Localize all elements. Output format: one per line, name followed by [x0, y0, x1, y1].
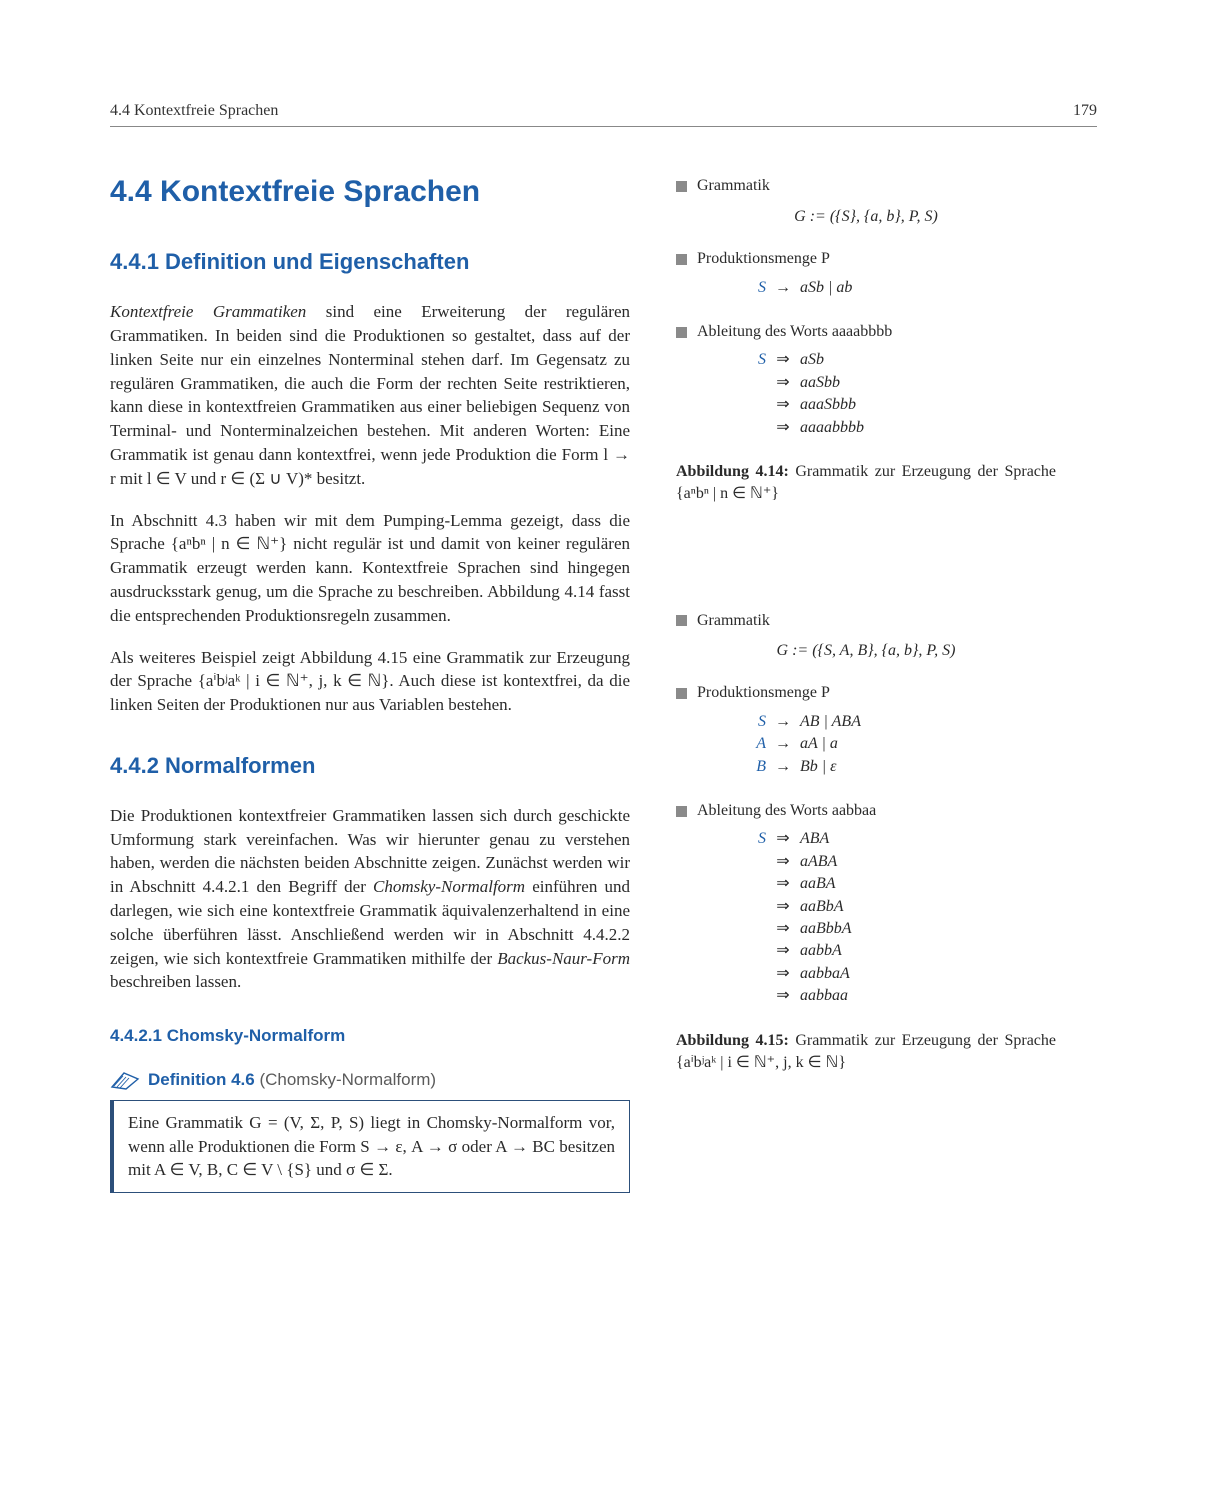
fig14-grammar-eq: G := ({S}, {a, b}, P, S) [676, 206, 1056, 228]
arrow: ⇒ [766, 851, 800, 873]
paragraph-2: In Abschnitt 4.3 haben wir mit dem Pumpi… [110, 509, 630, 628]
square-bullet-icon [676, 806, 687, 817]
derivation-row: ⇒aabbaA [746, 963, 1056, 985]
paragraph-4: Die Produktionen kontextfreier Grammatik… [110, 804, 630, 994]
rhs: aA | a [800, 735, 838, 752]
fig15-grammar-eq: G := ({S, A, B}, {a, b}, P, S) [676, 640, 1056, 662]
emphasis-bnf: Backus-Naur-Form [497, 949, 630, 968]
rhs: aaSbb [800, 374, 840, 391]
definition-box: Eine Grammatik G = (V, Σ, P, S) liegt in… [110, 1100, 630, 1193]
fig14-caption: Abbildung 4.14: Grammatik zur Erzeugung … [676, 461, 1056, 506]
fig14-productions: S→aSb | ab [746, 277, 1056, 299]
derivation-row: ⇒aABA [746, 851, 1056, 873]
rhs: Bb | ε [800, 758, 836, 775]
square-bullet-icon [676, 254, 687, 265]
arrow: → [766, 277, 800, 299]
header-left: 4.4 Kontextfreie Sprachen [110, 100, 278, 122]
rhs: aaaabbbb [800, 419, 864, 436]
derivation-row: S→aSb | ab [746, 277, 1056, 299]
square-bullet-icon [676, 615, 687, 626]
main-column: 4.4 Kontextfreie Sprachen 4.4.1 Definiti… [110, 171, 630, 1193]
fig15-deriv-label: Ableitung des Worts aabbaa [676, 800, 1056, 822]
rhs: aABA [800, 853, 837, 870]
definition-number: Definition 4.6 [148, 1070, 255, 1089]
definition-label: Definition 4.6 (Chomsky-Normalform) [110, 1068, 630, 1092]
arrow: ⇒ [766, 349, 800, 371]
lhs: S [746, 711, 766, 733]
header-page-number: 179 [1073, 100, 1097, 122]
definition-icon [110, 1069, 140, 1091]
derivation-row: ⇒aabbaa [746, 985, 1056, 1007]
derivation-row: B→Bb | ε [746, 756, 1056, 778]
arrow: → [766, 733, 800, 755]
derivation-row: ⇒aaaabbbb [746, 417, 1056, 439]
arrow: ⇒ [766, 896, 800, 918]
section-heading: 4.4 Kontextfreie Sprachen [110, 171, 630, 213]
fig15-derivation: S⇒ABA⇒aABA⇒aaBA⇒aaBbA⇒aaBbbA⇒aabbA⇒aabba… [746, 828, 1056, 1007]
derivation-row: ⇒aaaSbbb [746, 394, 1056, 416]
arrow: ⇒ [766, 372, 800, 394]
arrow: ⇒ [766, 417, 800, 439]
fig15-grammar-label: Grammatik [676, 610, 1056, 632]
derivation-row: A→aA | a [746, 733, 1056, 755]
rhs: aaBbA [800, 898, 844, 915]
rhs: aSb [800, 351, 824, 368]
subsection-heading-normalformen: 4.4.2 Normalformen [110, 751, 630, 782]
fig15-prod-label: Produktionsmenge P [676, 682, 1056, 704]
derivation-row: ⇒aaSbb [746, 372, 1056, 394]
paragraph-3: Als weiteres Beispiel zeigt Abbildung 4.… [110, 646, 630, 717]
rhs: aSb | ab [800, 279, 852, 296]
lhs: S [746, 277, 766, 299]
rhs: aaaSbbb [800, 396, 856, 413]
emphasis-chomsky: Chomsky-Normalform [373, 877, 525, 896]
lhs: B [746, 756, 766, 778]
derivation-row: ⇒aabbA [746, 940, 1056, 962]
definition-body: Eine Grammatik G = (V, Σ, P, S) liegt in… [128, 1113, 615, 1180]
derivation-row: S⇒ABA [746, 828, 1056, 850]
derivation-row: S⇒aSb [746, 349, 1056, 371]
derivation-row: S→AB | ABA [746, 711, 1056, 733]
rhs: aaBA [800, 875, 836, 892]
rhs: aabbaa [800, 987, 848, 1004]
arrow: ⇒ [766, 394, 800, 416]
derivation-row: ⇒aaBbbA [746, 918, 1056, 940]
arrow: ⇒ [766, 918, 800, 940]
square-bullet-icon [676, 327, 687, 338]
lhs: S [746, 828, 766, 850]
rhs: aabbaA [800, 965, 850, 982]
square-bullet-icon [676, 688, 687, 699]
rhs: ABA [800, 830, 829, 847]
fig14-deriv-label: Ableitung des Worts aaaabbbb [676, 321, 1056, 343]
arrow: ⇒ [766, 985, 800, 1007]
fig14-derivation: S⇒aSb⇒aaSbb⇒aaaSbbb⇒aaaabbbb [746, 349, 1056, 439]
running-header: 4.4 Kontextfreie Sprachen 179 [110, 100, 1097, 127]
lhs: A [746, 733, 766, 755]
subsubsection-heading-chomsky: 4.4.2.1 Chomsky-Normalform [110, 1024, 630, 1048]
rhs: AB | ABA [800, 713, 861, 730]
derivation-row: ⇒aaBA [746, 873, 1056, 895]
rhs: aaBbbA [800, 920, 852, 937]
derivation-row: ⇒aaBbA [746, 896, 1056, 918]
arrow: ⇒ [766, 873, 800, 895]
arrow: ⇒ [766, 963, 800, 985]
lhs: S [746, 349, 766, 371]
paragraph-1: Kontextfreie Grammatiken sind eine Erwei… [110, 300, 630, 490]
fig14-prod-label: Produktionsmenge P [676, 248, 1056, 270]
square-bullet-icon [676, 181, 687, 192]
arrow: → [766, 756, 800, 778]
fig15-productions: S→AB | ABAA→aA | aB→Bb | ε [746, 711, 1056, 778]
fig14-grammar-label: Grammatik [676, 175, 1056, 197]
side-column: Grammatik G := ({S}, {a, b}, P, S) Produ… [676, 171, 1056, 1074]
fig15-caption: Abbildung 4.15: Grammatik zur Erzeugung … [676, 1030, 1056, 1075]
arrow: → [766, 711, 800, 733]
arrow: ⇒ [766, 940, 800, 962]
arrow: ⇒ [766, 828, 800, 850]
emphasis-kontextfreie: Kontextfreie Grammatiken [110, 302, 306, 321]
definition-name: (Chomsky-Normalform) [255, 1070, 436, 1089]
subsection-heading-definition: 4.4.1 Definition und Eigenschaften [110, 247, 630, 278]
rhs: aabbA [800, 942, 842, 959]
